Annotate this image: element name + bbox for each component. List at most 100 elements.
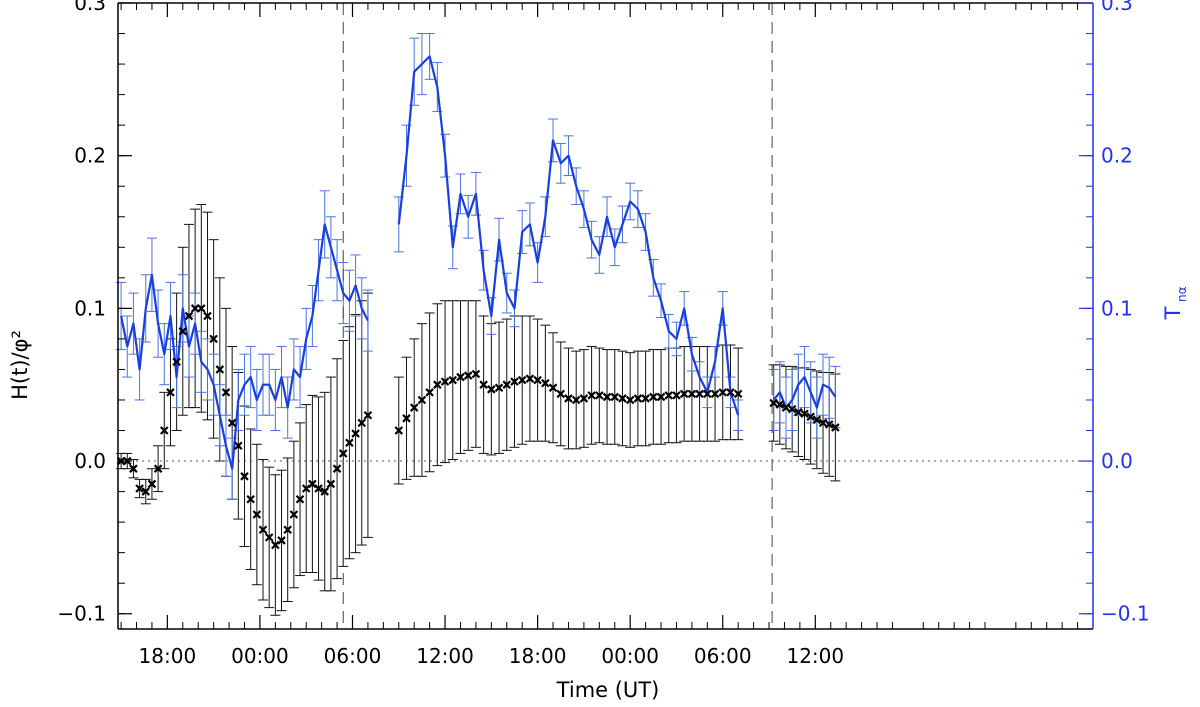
helicity-marker <box>332 464 342 473</box>
helicity-marker <box>510 377 519 386</box>
helicity-marker <box>525 374 535 383</box>
helicity-marker <box>487 385 496 394</box>
helicity-marker <box>234 441 243 451</box>
helicity-marker <box>456 372 465 382</box>
x-axis-title: Time (UT) <box>556 678 660 702</box>
helicity-marker <box>787 404 797 414</box>
helicity-marker <box>479 380 488 389</box>
helicity-marker <box>215 365 225 374</box>
helicity-marker <box>160 426 169 435</box>
helicity-marker <box>440 377 450 386</box>
helicity-marker <box>548 383 558 393</box>
helicity-marker <box>448 375 458 385</box>
helicity-marker <box>494 383 504 393</box>
y-tick-label-right: 0.3 <box>1101 0 1133 15</box>
helicity-marker <box>781 403 791 412</box>
twist-line <box>397 55 740 416</box>
helicity-marker <box>672 391 681 400</box>
helicity-marker <box>533 375 542 385</box>
helicity-marker <box>184 311 194 321</box>
twist-line <box>120 223 369 470</box>
helicity-marker <box>703 389 712 399</box>
y-tick-label-left: −0.1 <box>57 602 106 626</box>
helicity-marker <box>733 389 743 399</box>
helicity-marker <box>209 334 218 344</box>
helicity-marker <box>197 304 206 313</box>
helicity-marker <box>610 392 620 402</box>
helicity-marker <box>718 388 728 397</box>
helicity-marker <box>289 510 299 519</box>
helicity-marker <box>556 389 566 399</box>
axes <box>117 2 1094 630</box>
y-tick-label-right: 0.1 <box>1101 296 1133 320</box>
helicity-marker <box>308 479 317 489</box>
helicity-marker <box>433 380 442 389</box>
helicity-marker <box>221 388 231 397</box>
helicity-marker <box>625 395 635 405</box>
helicity-marker <box>602 392 612 402</box>
x-tick-label: 00:00 <box>231 644 289 668</box>
helicity-marker <box>147 479 157 489</box>
helicity-marker <box>271 540 280 550</box>
helicity-marker <box>679 389 689 399</box>
helicity-marker <box>564 394 573 403</box>
helicity-marker <box>409 403 419 412</box>
twist-errorbars <box>116 33 841 500</box>
helicity-marker <box>800 409 809 418</box>
helicity-marker <box>240 472 249 481</box>
helicity-marker <box>314 484 323 493</box>
helicity-marker <box>178 326 188 336</box>
twist-line <box>772 376 837 409</box>
x-tick-label: 06:00 <box>694 644 752 668</box>
y-tick-label-right: −0.1 <box>1101 602 1150 626</box>
twist-series <box>120 55 837 470</box>
helicity-marker <box>471 369 481 379</box>
helicity-marker <box>571 395 581 405</box>
x-tick-label: 18:00 <box>139 644 197 668</box>
y-ticks-left: −0.1 0.0 0.1 0.2 0.3 <box>57 0 132 626</box>
helicity-marker <box>831 423 840 432</box>
helicity-marker <box>812 415 822 425</box>
y-tick-label-right: 0.0 <box>1101 449 1133 473</box>
helicity-marker <box>806 412 815 422</box>
helicity-marker <box>775 400 785 409</box>
helicity-marker <box>252 510 262 519</box>
helicity-marker <box>710 389 720 399</box>
helicity-marker <box>726 388 735 397</box>
helicity-marker <box>326 479 336 489</box>
y-tick-label-left: 0.0 <box>74 449 106 473</box>
helicity-marker <box>824 420 834 429</box>
x-tick-label: 12:00 <box>786 644 844 668</box>
helicity-marker <box>166 388 175 397</box>
helicity-marker <box>338 449 348 458</box>
helicity-marker <box>141 487 151 496</box>
x-ticks: 18:00 00:00 06:00 12:00 18:00 00:00 06:00 12:00 <box>120 3 1079 668</box>
y-axis-title-right-subscript: nα <box>1175 286 1189 302</box>
helicity-marker <box>203 311 212 321</box>
helicity-marker <box>172 357 181 367</box>
helicity-marker <box>357 418 367 428</box>
helicity-marker <box>587 391 596 400</box>
x-tick-label: 00:00 <box>601 644 659 668</box>
helicity-errorbars <box>116 204 841 616</box>
helicity-marker <box>463 371 473 380</box>
helicity-marker <box>246 494 255 504</box>
helicity-marker <box>301 484 311 493</box>
y-tick-label-left: 0.3 <box>74 0 106 15</box>
helicity-marker <box>695 389 704 399</box>
helicity-marker <box>502 380 512 389</box>
helicity-marker <box>517 375 527 385</box>
helicity-marker <box>633 394 643 403</box>
y-ticks-right: −0.1 0.0 0.1 0.2 0.3 <box>1079 0 1150 626</box>
helicity-marker <box>794 407 803 417</box>
helicity-marker <box>595 391 604 400</box>
helicity-marker <box>135 484 144 493</box>
helicity-marker <box>618 394 627 403</box>
helicity-marker <box>425 388 434 397</box>
x-tick-label: 12:00 <box>416 644 474 668</box>
y-axis-title-right-main: T <box>1161 306 1185 320</box>
helicity-marker <box>394 426 404 435</box>
y-axis-title-left: H(t)/φ² <box>8 330 32 400</box>
y-tick-label-left: 0.2 <box>74 144 106 168</box>
